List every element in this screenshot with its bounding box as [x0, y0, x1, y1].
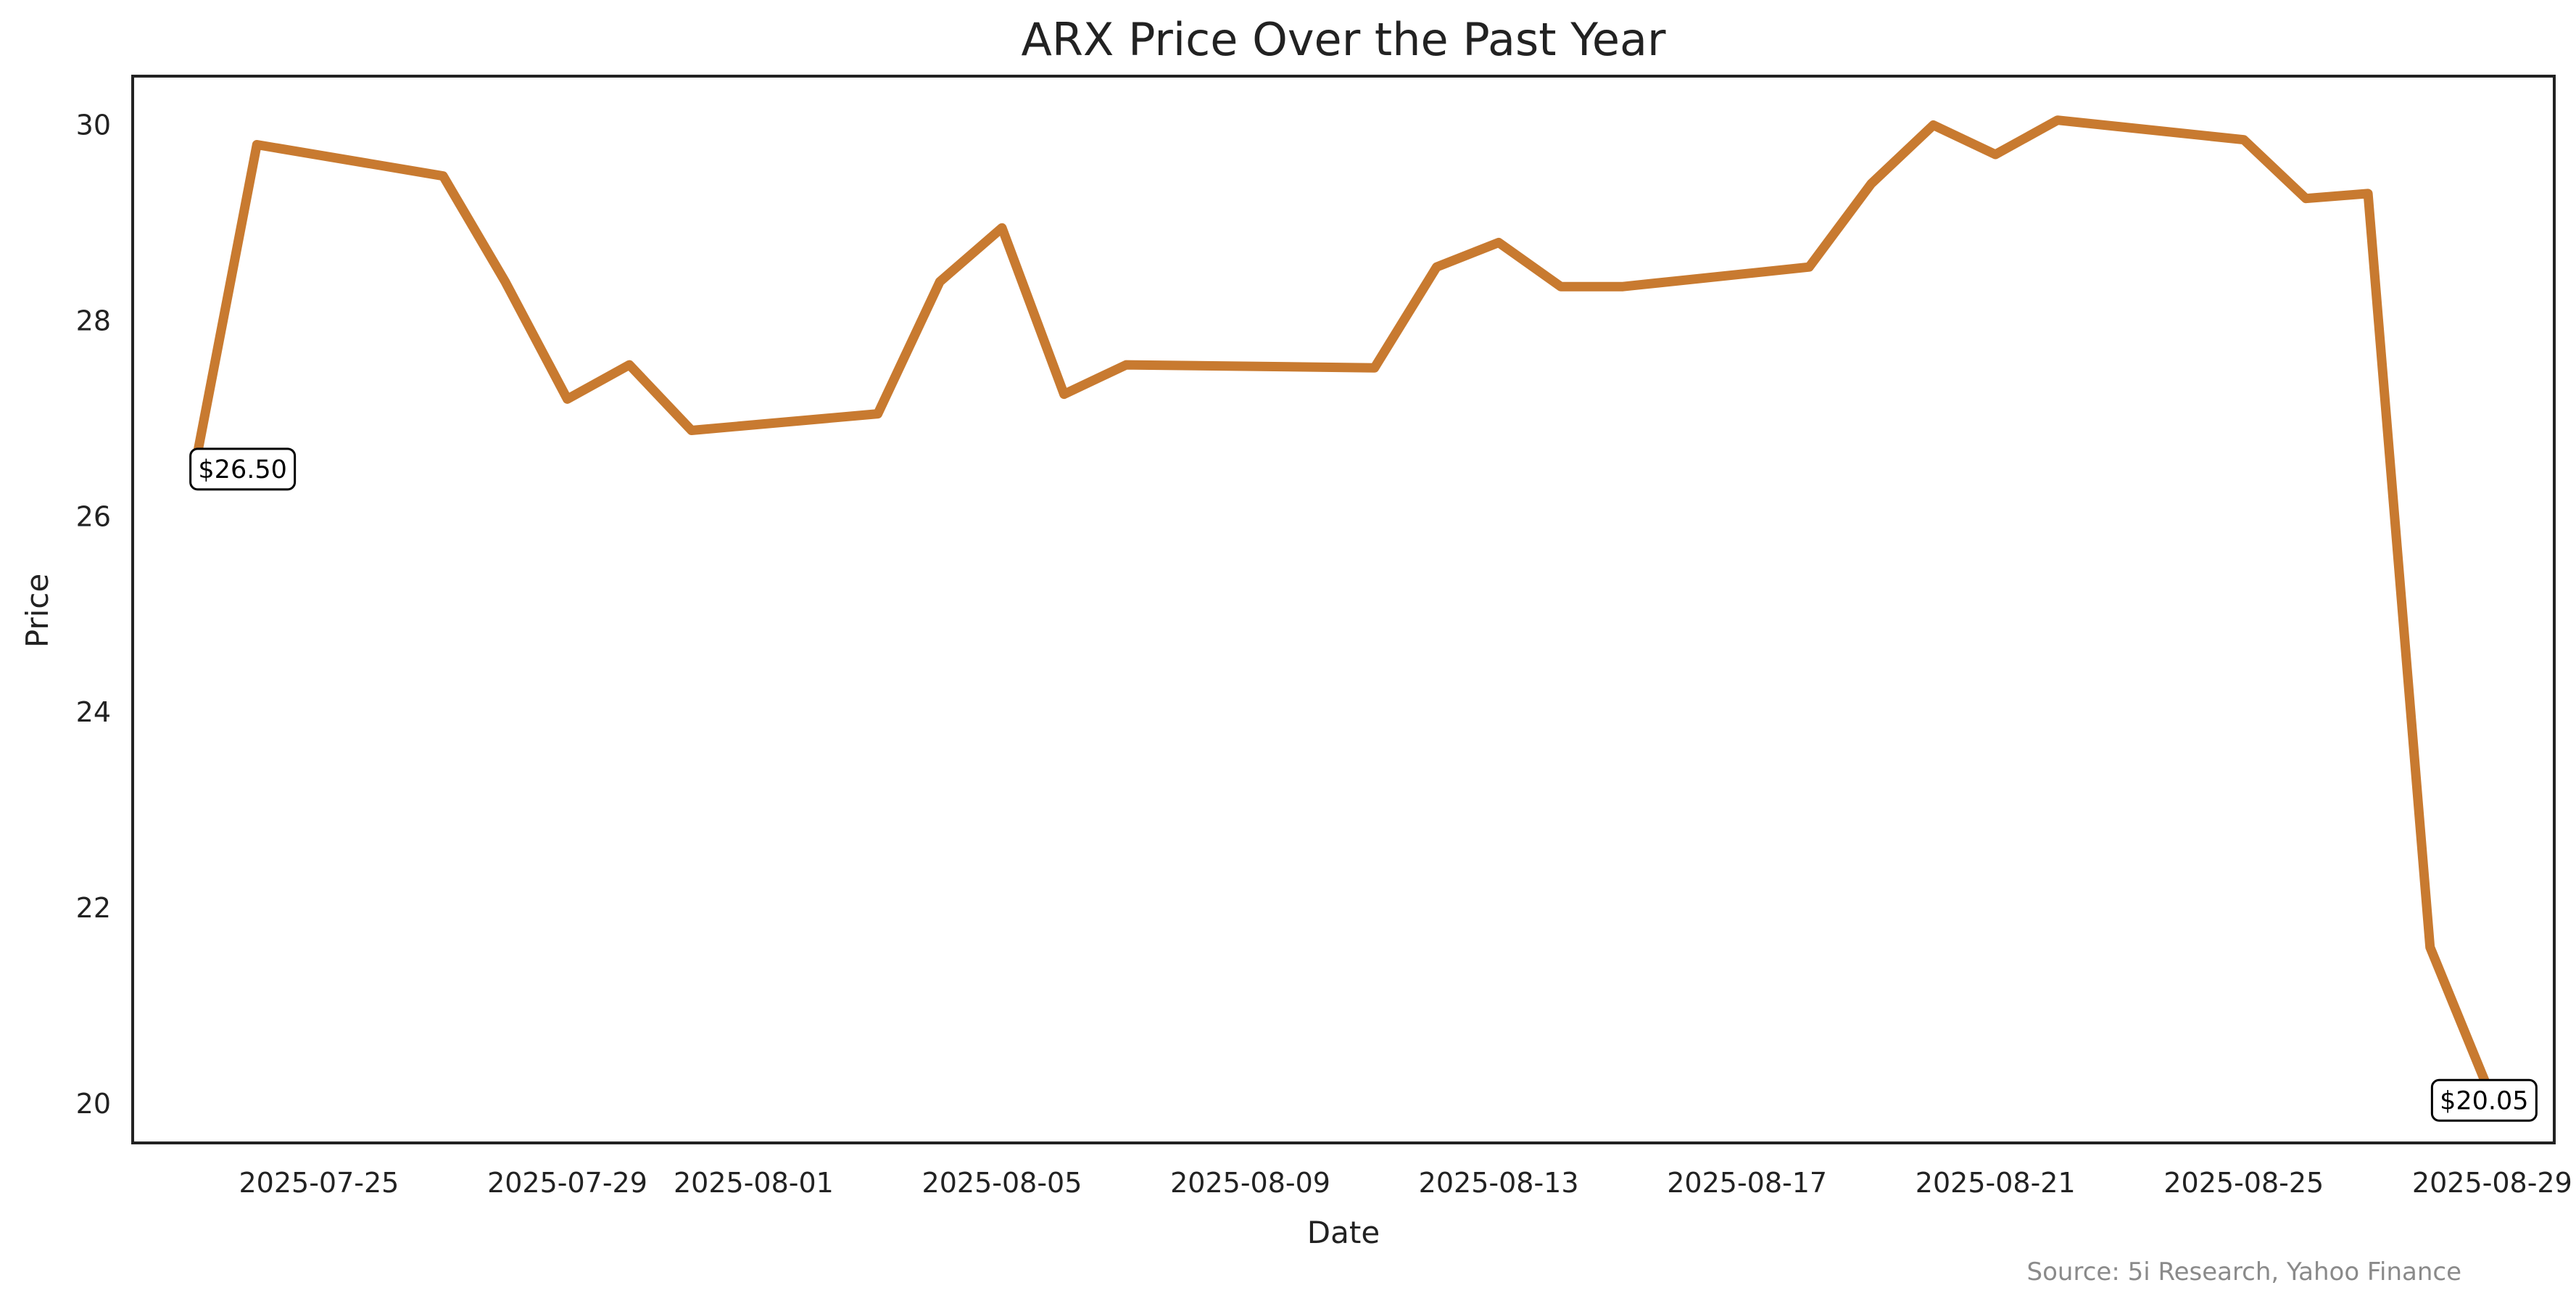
y-axis-title: Price [20, 574, 55, 648]
plot-frame [131, 75, 2556, 1144]
price-series-line [190, 115, 2497, 1101]
annotation-box [189, 447, 297, 491]
annotation-label: $26.50 [198, 455, 286, 484]
x-axis-ticks: 2025-07-25 2025-07-29 2025-08-01 2025-08-05… [239, 1167, 2572, 1199]
y-tick-label: 28 [76, 305, 111, 336]
x-tick-label: 2025-08-13 [1419, 1167, 1579, 1199]
annotation-box [2430, 1078, 2538, 1122]
price-annotation: $26.50 [189, 447, 297, 491]
y-tick-label: 30 [76, 109, 111, 141]
price-annotation: $20.05 [2430, 1078, 2538, 1122]
x-tick-label: 2025-07-25 [239, 1167, 399, 1199]
x-tick-label: 2025-08-17 [1667, 1167, 1827, 1199]
x-tick-label: 2025-08-29 [2412, 1167, 2572, 1199]
chart-title: ARX Price Over the Past Year [1021, 13, 1666, 66]
x-tick-label: 2025-08-09 [1170, 1167, 1330, 1199]
y-tick-label: 24 [76, 696, 111, 728]
x-tick-label: 2025-08-21 [1916, 1167, 2076, 1199]
x-tick-label: 2025-07-29 [487, 1167, 647, 1199]
y-tick-label: 20 [76, 1088, 111, 1120]
series-layer [190, 115, 2497, 1101]
y-axis-ticks: 20 22 24 26 28 30 [76, 109, 111, 1120]
x-tick-label: 2025-08-25 [2163, 1167, 2324, 1199]
annotation-label: $20.05 [2440, 1086, 2528, 1115]
x-axis-title: Date [1307, 1215, 1380, 1250]
y-tick-label: 26 [76, 500, 111, 532]
source-note: Source: 5i Research, Yahoo Finance [2027, 1258, 2461, 1287]
y-tick-label: 22 [76, 892, 111, 924]
annotation-layer: $26.50 $20.05 [189, 447, 2538, 1122]
x-tick-label: 2025-08-01 [674, 1167, 834, 1199]
x-tick-label: 2025-08-05 [922, 1167, 1082, 1199]
